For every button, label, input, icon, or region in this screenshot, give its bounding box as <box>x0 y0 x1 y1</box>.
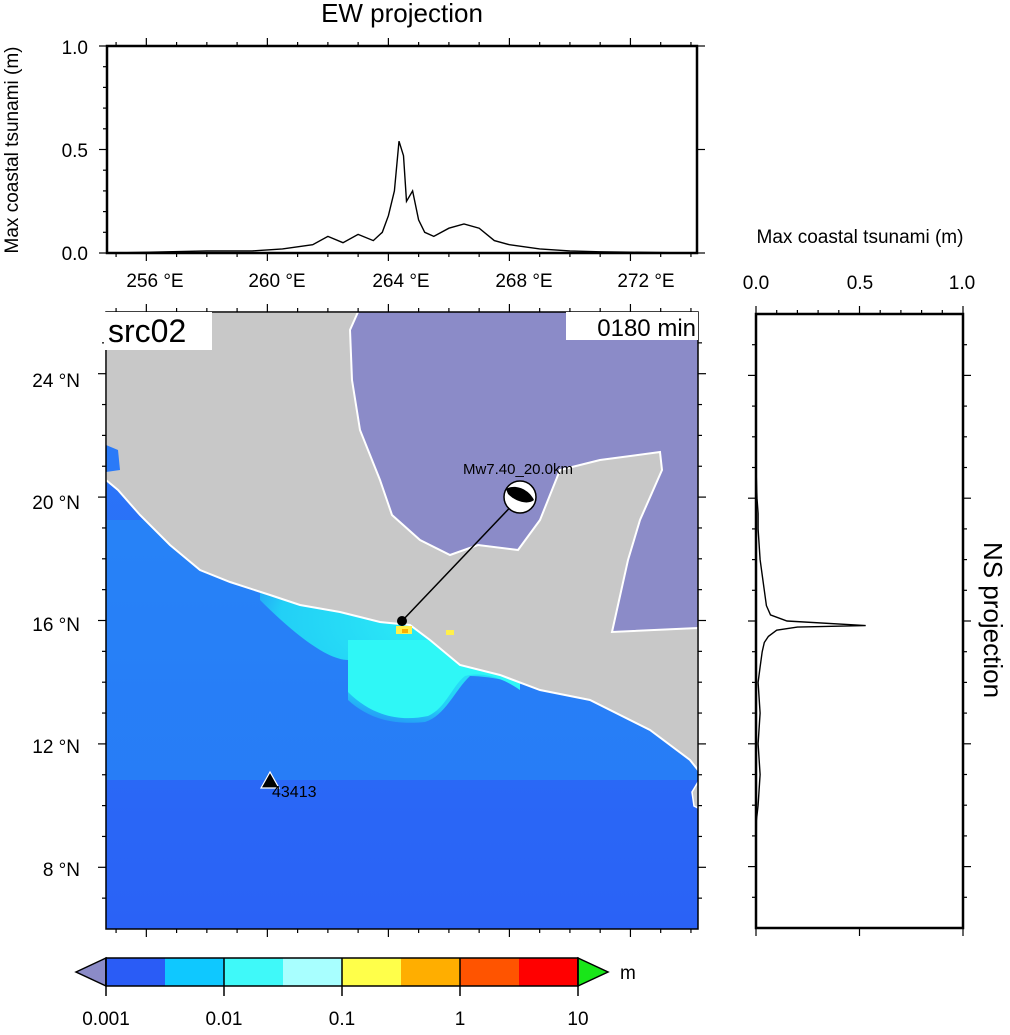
ns-x-tick-label: 0.0 <box>743 273 769 294</box>
ew-x-tick-label: 260 °E <box>248 271 305 292</box>
ew-x-tick-label: 264 °E <box>372 271 429 292</box>
colorbar: m 0.001 0.01 0.1 1 10 <box>74 956 636 1030</box>
colorbar-segment <box>165 958 225 986</box>
ew-x-tick-label: 256 °E <box>126 271 183 292</box>
colorbar-ticks <box>105 958 579 996</box>
ns-x-tick-label: 0.5 <box>847 273 873 294</box>
colorbar-segment <box>106 958 166 986</box>
station-label: 43413 <box>272 784 317 801</box>
event-label: Mw7.40_20.0km <box>463 461 573 478</box>
ew-y-axis-label: Max coastal tsunami (m) <box>2 47 23 254</box>
ns-projection-line <box>755 467 866 867</box>
island-south <box>691 780 698 809</box>
source-label: src02 <box>108 313 186 349</box>
ns-frame <box>754 312 965 930</box>
colorbar-unit: m <box>620 963 636 984</box>
ew-projection-line <box>116 140 691 254</box>
colorbar-segment <box>342 958 402 986</box>
epicenter-connector <box>401 496 521 622</box>
ns-x-tick-label: 1.0 <box>949 273 975 294</box>
source-label-box <box>104 312 212 350</box>
ew-y-tick-labels: 1.0 0.5 0.0 <box>62 38 88 265</box>
colorbar-segment <box>224 958 284 986</box>
ew-y-tick-label: 0.0 <box>62 244 88 265</box>
ew-y-tick-label: 1.0 <box>62 38 88 59</box>
colorbar-tick-label: 0.01 <box>206 1009 243 1030</box>
colorbar-tick-labels: 0.001 0.01 0.1 1 10 <box>82 1009 588 1030</box>
station-triangle-icon <box>259 770 281 789</box>
ns-title: NS projection <box>978 542 1008 698</box>
map-panel: 24 °N 20 °N 16 °N 12 °N 8 °N src02 0180 … <box>32 304 706 937</box>
colorbar-segments <box>106 958 579 986</box>
colorbar-segment <box>401 958 461 986</box>
time-label: 0180 min <box>597 315 696 342</box>
ns-projection-panel: Max coastal tsunami (m) 0.0 0.5 1.0 NS p… <box>743 227 1008 936</box>
inlet-west <box>106 445 120 472</box>
ew-x-tick-label: 268 °E <box>495 271 552 292</box>
time-label-box <box>566 312 698 340</box>
land-mexico <box>106 312 698 772</box>
lat-tick-label: 16 °N <box>32 615 80 636</box>
ew-projection-panel: EW projection Max coastal tsunami (m) 1.… <box>2 0 705 292</box>
ew-y-tick-label: 0.5 <box>62 141 88 162</box>
colorbar-tick-label: 0.1 <box>329 1009 355 1030</box>
colorbar-tick-label: 0.001 <box>82 1009 130 1030</box>
coastal-max-yellow <box>446 630 454 635</box>
lat-tick-label: 8 °N <box>43 860 80 881</box>
colorbar-over-arrow <box>577 956 610 988</box>
ns-ticks <box>748 306 971 936</box>
lat-tick-label: 20 °N <box>32 493 80 514</box>
ew-x-tick-labels: 256 °E 260 °E 264 °E 268 °E 272 °E <box>126 271 674 292</box>
ns-x-tick-labels: 0.0 0.5 1.0 <box>743 273 975 294</box>
focal-mechanism-icon <box>503 480 537 514</box>
colorbar-tick-label: 10 <box>567 1009 588 1030</box>
coastal-max-orange <box>402 629 408 633</box>
colorbar-segment <box>283 958 343 986</box>
colorbar-under-arrow <box>74 956 107 988</box>
ns-x-axis-label: Max coastal tsunami (m) <box>757 227 964 248</box>
lat-tick-label: 12 °N <box>32 737 80 758</box>
map-ticks <box>98 304 706 937</box>
map-lat-tick-labels: 24 °N 20 °N 16 °N 12 °N 8 °N <box>32 371 80 881</box>
colorbar-segment <box>460 958 520 986</box>
ew-frame <box>105 44 699 255</box>
colorbar-tick-label: 1 <box>455 1009 466 1030</box>
colorbar-segment <box>519 958 579 986</box>
ew-title: EW projection <box>321 0 483 28</box>
gulf-of-mexico <box>350 312 698 632</box>
ew-x-tick-label: 272 °E <box>617 271 674 292</box>
epicenter-dot <box>397 616 407 626</box>
lat-tick-label: 24 °N <box>32 371 80 392</box>
